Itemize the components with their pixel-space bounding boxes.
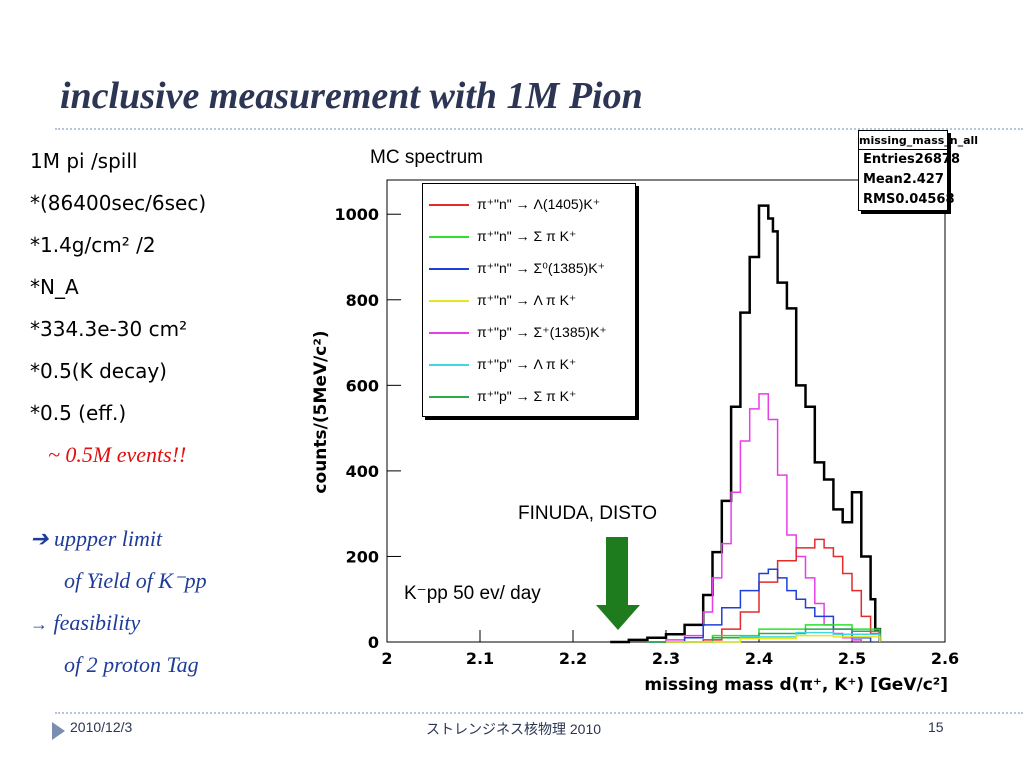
events-note: ~ 0.5M events!! — [48, 442, 187, 467]
x-tick-label: 2.6 — [931, 649, 959, 668]
legend-swatch — [429, 299, 469, 302]
footer-center-text: ストレンジネス核物理 2010 — [426, 721, 602, 737]
legend-label: π⁺"n" → Σ⁰(1385)K⁺ — [477, 260, 606, 276]
upper-limit-line: ➔ uppper limit — [30, 524, 207, 566]
feasibility-text: feasibility — [53, 610, 141, 635]
title-divider — [55, 128, 1023, 130]
legend-swatch — [429, 363, 469, 366]
tag-line: of 2 proton Tag — [64, 652, 199, 677]
y-tick-label: 600 — [346, 376, 379, 395]
legend-entry: π⁺"p" → Σ⁺(1385)K⁺ — [429, 324, 607, 341]
yield-line: of Yield of K⁻pp — [64, 568, 207, 593]
bullet-density: *1.4g/cm² /2 — [30, 233, 156, 257]
y-tick-label: 1000 — [334, 205, 379, 224]
page-title: inclusive measurement with 1M Pion — [60, 75, 643, 117]
stats-row-rms: RMS 0.04568 — [863, 192, 955, 207]
y-tick-label: 800 — [346, 291, 379, 310]
bullet-list: 1M pi /spill *(86400sec/6sec) *1.4g/cm² … — [30, 146, 207, 692]
stats-row-mean: Mean 2.427 — [863, 172, 944, 187]
arrow-icon: ➔ — [30, 526, 49, 551]
series-line-7 — [666, 634, 881, 643]
legend-entry: π⁺"p" → Σ π K⁺ — [429, 388, 576, 405]
series-line-2 — [666, 538, 881, 643]
series-line-3 — [647, 568, 872, 643]
green-arrow — [596, 537, 640, 630]
legend-label: π⁺"p" → Σ π K⁺ — [477, 388, 577, 404]
arrow-head — [596, 605, 640, 630]
x-tick-label: 2.3 — [652, 649, 680, 668]
y-tick-label: 0 — [368, 633, 379, 652]
arrow-shaft — [606, 537, 628, 607]
footer-divider — [55, 712, 1023, 714]
legend-swatch — [429, 235, 469, 238]
x-tick-label: 2.2 — [559, 649, 587, 668]
upper-limit-text: uppper limit — [53, 526, 163, 551]
series-line-1 — [647, 393, 863, 643]
bullet-kdecay: *0.5(K decay) — [30, 359, 167, 383]
y-tick-label: 400 — [346, 462, 379, 481]
legend-swatch — [429, 331, 469, 334]
stats-row-entries: Entries 26878 — [863, 152, 961, 167]
arrow-small-icon: → — [30, 614, 48, 634]
legend-swatch — [429, 203, 469, 206]
series-line-5 — [647, 628, 881, 643]
finuda-label: FINUDA, DISTO — [518, 503, 657, 524]
legend-entry: π⁺"n" → Λ(1405)K⁺ — [429, 196, 600, 213]
y-tick-label: 200 — [346, 547, 379, 566]
bullet-spill: 1M pi /spill — [30, 149, 138, 173]
legend-entry: π⁺"n" → Σ π K⁺ — [429, 228, 576, 245]
x-tick-label: 2.5 — [838, 649, 866, 668]
x-tick-label: 2 — [381, 649, 392, 668]
bullet-avogadro: *N_A — [30, 275, 79, 299]
legend-label: π⁺"p" → Σ⁺(1385)K⁺ — [477, 324, 607, 340]
legend-swatch — [429, 267, 469, 270]
chart-legend: π⁺"n" → Λ(1405)K⁺ π⁺"n" → Σ π K⁺ π⁺"n" → Σ… — [422, 183, 636, 417]
feasibility-line: → feasibility — [30, 608, 207, 650]
footer-page-number: 15 — [928, 719, 944, 735]
x-tick-label: 2.4 — [745, 649, 773, 668]
legend-label: π⁺"n" → Λ π K⁺ — [477, 292, 577, 308]
x-axis-label: missing mass d(π⁺, K⁺) [GeV/c²] — [644, 675, 948, 695]
x-tick-label: 2.1 — [466, 649, 494, 668]
legend-entry: π⁺"n" → Σ⁰(1385)K⁺ — [429, 260, 605, 277]
legend-label: π⁺"n" → Σ π K⁺ — [477, 228, 577, 244]
footer-date: 2010/12/3 — [70, 719, 133, 735]
bullet-cross-section: *334.3e-30 cm² — [30, 317, 188, 341]
footer-arrow-icon — [52, 722, 65, 740]
mc-spectrum-label: MC spectrum — [370, 147, 483, 168]
y-axis-label: counts/(5MeV/c²) — [311, 330, 331, 493]
legend-label: π⁺"n" → Λ(1405)K⁺ — [477, 196, 601, 212]
legend-entry: π⁺"p" → Λ π K⁺ — [429, 356, 576, 373]
legend-entry: π⁺"n" → Λ π K⁺ — [429, 292, 576, 309]
legend-label: π⁺"p" → Λ π K⁺ — [477, 356, 577, 372]
stats-box: missing_mass_n_all Entries 26878 Mean 2.42… — [858, 130, 978, 211]
kpp-rate-label: K⁻pp 50 ev/ day — [404, 583, 541, 604]
legend-swatch — [429, 395, 469, 398]
bullet-efficiency: *0.5 (eff.) — [30, 401, 127, 425]
series-line-0 — [610, 204, 882, 644]
stats-title: missing_mass_n_all — [859, 131, 978, 150]
bullet-time: *(86400sec/6sec) — [30, 191, 207, 215]
